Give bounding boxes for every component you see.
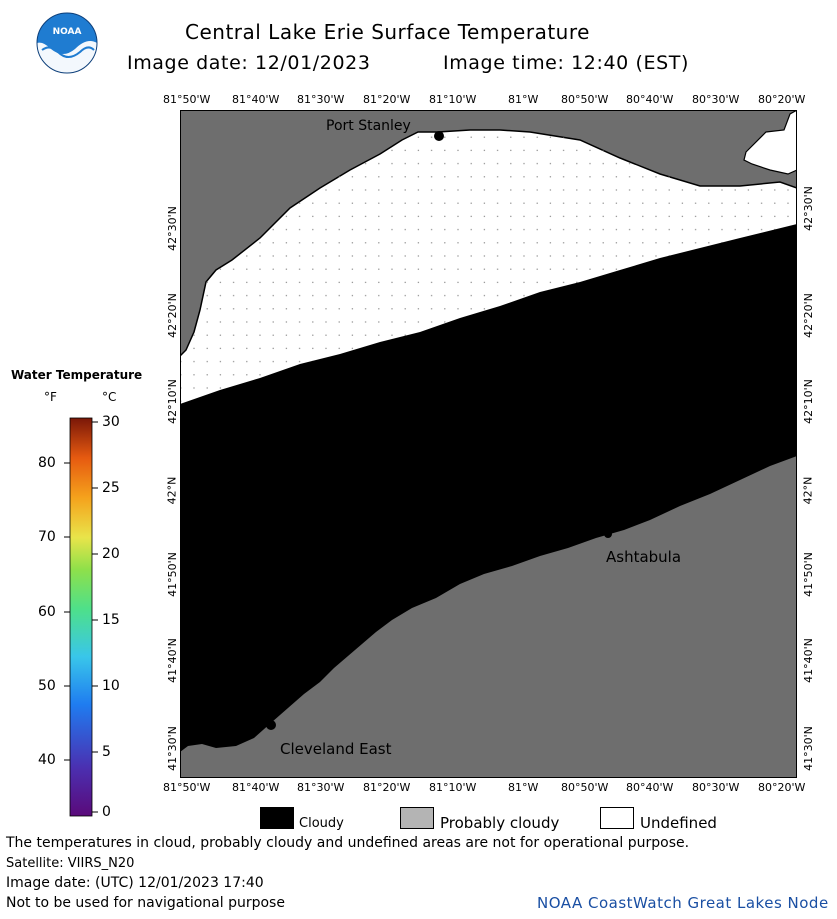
lon-label: 80°40'W	[626, 781, 674, 794]
lat-label: 42°30'N	[801, 186, 815, 231]
f-label: 70	[38, 529, 56, 545]
f-label: 80	[38, 455, 56, 471]
c-label: 15	[102, 612, 120, 628]
lon-label: 80°50'W	[561, 781, 609, 794]
lat-label: 41°40'N	[801, 638, 815, 683]
undefined-swatch	[600, 807, 634, 829]
lon-label: 81°50'W	[163, 93, 211, 106]
c-label: 10	[102, 678, 120, 694]
f-label: 60	[38, 604, 56, 620]
lat-label: 41°50'N	[165, 552, 179, 597]
lon-label: 81°10'W	[429, 93, 477, 106]
lat-label: 42°30'N	[165, 206, 179, 251]
c-label: 30	[102, 414, 120, 430]
satellite-info: Satellite: VIIRS_N20	[6, 856, 135, 871]
land-area-south	[180, 456, 797, 778]
temperature-color-bar	[64, 417, 98, 817]
lon-label: 81°W	[508, 93, 539, 106]
lon-label: 81°30'W	[297, 781, 345, 794]
lon-label: 81°20'W	[363, 781, 411, 794]
c-label: 0	[102, 804, 111, 820]
lat-label: 42°10'N	[165, 379, 179, 424]
lat-label: 41°50'N	[801, 552, 815, 597]
place-cleveland-east: Cleveland East	[280, 740, 392, 758]
logo-text: NOAA	[53, 27, 82, 37]
c-label: 25	[102, 480, 120, 496]
lat-label: 42°10'N	[801, 379, 815, 424]
unit-celsius: °C	[102, 390, 117, 404]
c-label: 5	[102, 744, 111, 760]
c-label: 20	[102, 546, 120, 562]
cloudy-label: Cloudy	[299, 816, 344, 831]
disclaimer-note: The temperatures in cloud, probably clou…	[6, 835, 690, 851]
lon-label: 80°20'W	[758, 781, 806, 794]
noaa-logo: NOAA	[36, 12, 98, 74]
probably-cloudy-swatch	[400, 807, 434, 829]
lat-label: 41°30'N	[801, 726, 815, 771]
image-date: Image date: 12/01/2023	[127, 52, 371, 74]
lat-label: 42°20'N	[165, 293, 179, 338]
page-title: Central Lake Erie Surface Temperature	[185, 20, 590, 44]
undefined-area	[743, 110, 797, 175]
lon-label: 80°20'W	[758, 93, 806, 106]
lon-label: 81°20'W	[363, 93, 411, 106]
lon-label: 81°40'W	[232, 781, 280, 794]
lon-label: 80°30'W	[692, 781, 740, 794]
credit-link: NOAA CoastWatch Great Lakes Node	[537, 894, 829, 912]
lat-label: 41°30'N	[165, 726, 179, 771]
f-label: 40	[38, 752, 56, 768]
lat-label: 42°20'N	[801, 293, 815, 338]
lake-erie-map	[180, 110, 797, 778]
cloudy-swatch	[260, 807, 294, 829]
image-time: Image time: 12:40 (EST)	[443, 52, 690, 74]
lon-label: 80°40'W	[626, 93, 674, 106]
lon-label: 81°10'W	[429, 781, 477, 794]
lon-label: 81°W	[508, 781, 539, 794]
lon-label: 81°50'W	[163, 781, 211, 794]
place-ashtabula: Ashtabula	[606, 548, 682, 566]
water-temperature-title: Water Temperature	[11, 368, 143, 382]
lon-label: 81°30'W	[297, 93, 345, 106]
probably-cloudy-label: Probably cloudy	[440, 814, 560, 832]
lat-label: 41°40'N	[165, 638, 179, 683]
undefined-label: Undefined	[640, 814, 717, 832]
lat-label: 42°N	[801, 476, 815, 505]
lon-label: 80°30'W	[692, 93, 740, 106]
lon-label: 81°40'W	[232, 93, 280, 106]
utc-image-date: Image date: (UTC) 12/01/2023 17:40	[6, 875, 264, 891]
unit-fahrenheit: °F	[44, 390, 57, 404]
lon-label: 80°50'W	[561, 93, 609, 106]
place-port-stanley: Port Stanley	[326, 118, 411, 134]
lat-label: 42°N	[165, 476, 179, 505]
navigation-warning: Not to be used for navigational purpose	[6, 895, 285, 911]
f-label: 50	[38, 678, 56, 694]
